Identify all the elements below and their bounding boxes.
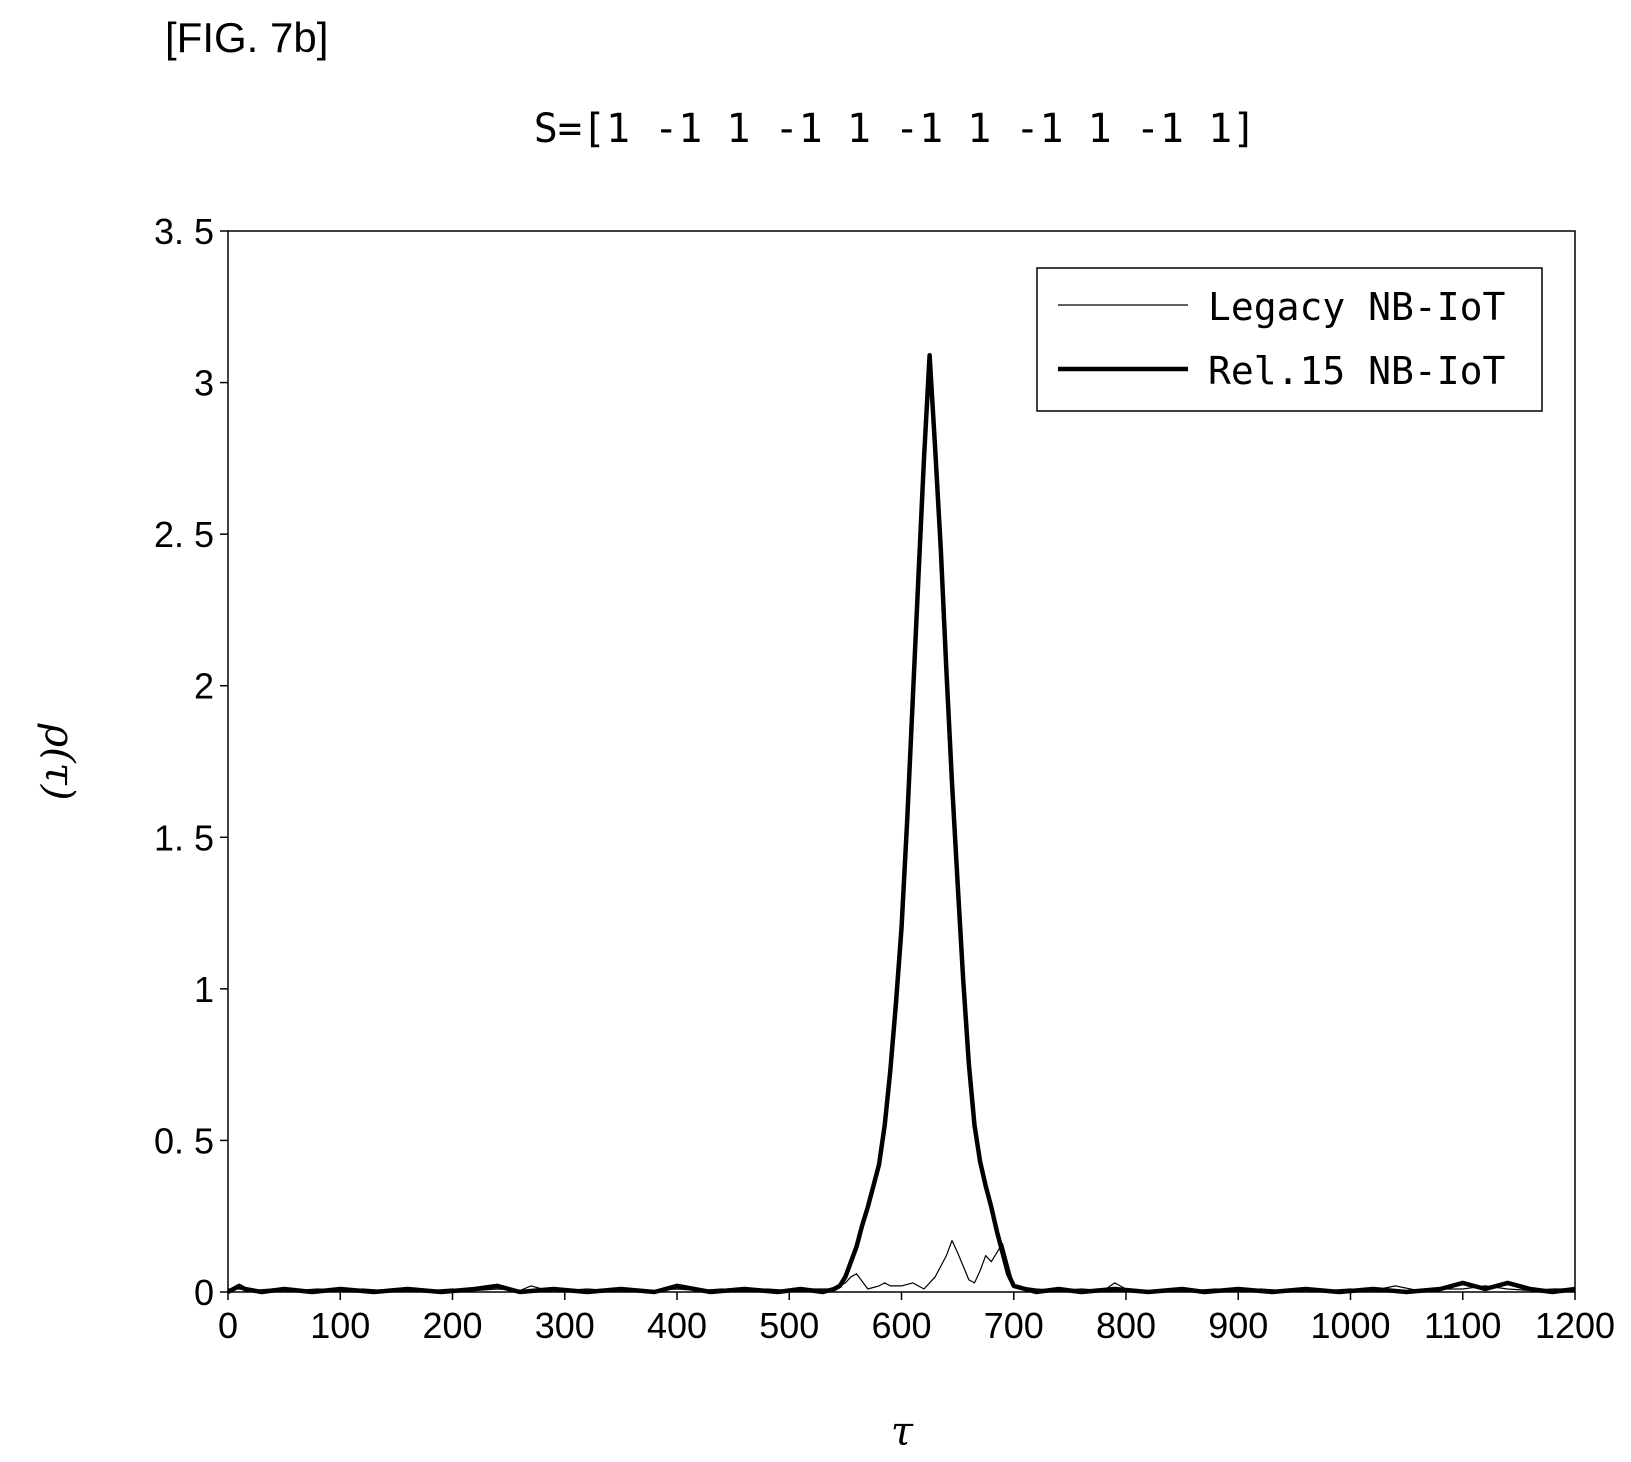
x-tick-label: 800 xyxy=(1096,1305,1156,1346)
figure-label: [FIG. 7b] xyxy=(165,14,329,61)
x-tick-label: 1100 xyxy=(1424,1305,1501,1346)
legend: Legacy NB-IoT Rel.15 NB-IoT xyxy=(1036,267,1543,412)
x-axis-ticks: 0 100 200 300 400 500 600 700 800 900 1000 1100 1200 xyxy=(218,1292,1615,1346)
y-tick-label: 3 xyxy=(194,363,214,404)
x-tick-label: 1000 xyxy=(1310,1305,1390,1346)
y-tick-label: 1 xyxy=(194,969,214,1010)
y-tick-label: 2. 5 xyxy=(154,514,214,555)
legend-label-legacy: Legacy NB-IoT xyxy=(1208,285,1505,329)
y-axis-label: ρ(τ) xyxy=(36,723,82,801)
x-tick-label: 100 xyxy=(310,1305,370,1346)
series-line-rel15 xyxy=(226,353,1576,1295)
legend-box xyxy=(1036,267,1543,412)
legend-label-rel15: Rel.15 NB-IoT xyxy=(1208,349,1505,393)
y-axis-ticks: 0 0. 5 1 1. 5 2 2. 5 3 3. 5 xyxy=(154,211,228,1313)
x-tick-label: 400 xyxy=(647,1305,707,1346)
y-tick-label: 1. 5 xyxy=(154,817,214,858)
x-tick-label: 300 xyxy=(535,1305,595,1346)
x-tick-label: 0 xyxy=(218,1305,238,1346)
chart-title: S=[1 -1 1 -1 1 -1 1 -1 1 -1 1] xyxy=(534,106,1256,152)
x-tick-label: 700 xyxy=(984,1305,1044,1346)
x-tick-label: 600 xyxy=(871,1305,931,1346)
x-tick-label: 900 xyxy=(1208,1305,1268,1346)
y-tick-label: 2 xyxy=(194,666,214,707)
y-tick-label: 0 xyxy=(194,1272,214,1313)
x-axis-label: τ xyxy=(891,1409,914,1455)
series-line-legacy xyxy=(228,1239,1575,1292)
y-tick-label: 0. 5 xyxy=(154,1120,214,1161)
y-tick-label: 3. 5 xyxy=(154,211,214,252)
x-tick-label: 1200 xyxy=(1535,1305,1615,1346)
x-tick-label: 200 xyxy=(422,1305,482,1346)
series-layer xyxy=(226,353,1576,1295)
x-tick-label: 500 xyxy=(759,1305,819,1346)
